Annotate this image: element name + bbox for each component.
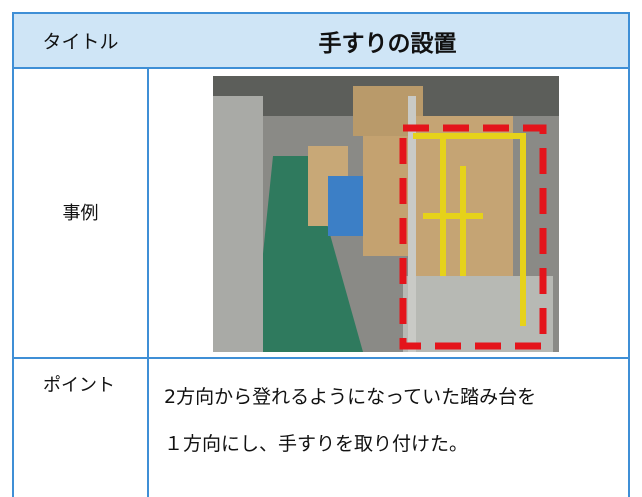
- row-label: ポイント: [43, 375, 115, 396]
- row-label: 事例: [62, 203, 99, 224]
- header-label: タイトル: [42, 31, 119, 53]
- text-line: 2方向から登れるようになっていた踏み台を: [164, 386, 537, 408]
- text-cell: 2方向から登れるようになっていた踏み台を １方向にし、手すりを取り付けた。: [147, 357, 630, 497]
- text-line: １方向にし、手すりを取り付けた。: [164, 433, 469, 455]
- example-photo: [213, 76, 559, 352]
- header-left-cell: タイトル: [12, 12, 149, 69]
- photo-cell: [147, 67, 630, 359]
- row-label-cell: ポイント: [12, 357, 149, 497]
- row-label-cell: 事例: [12, 67, 149, 359]
- header-right-cell: 手すりの設置: [147, 12, 630, 69]
- header-title: 手すりの設置: [318, 30, 457, 57]
